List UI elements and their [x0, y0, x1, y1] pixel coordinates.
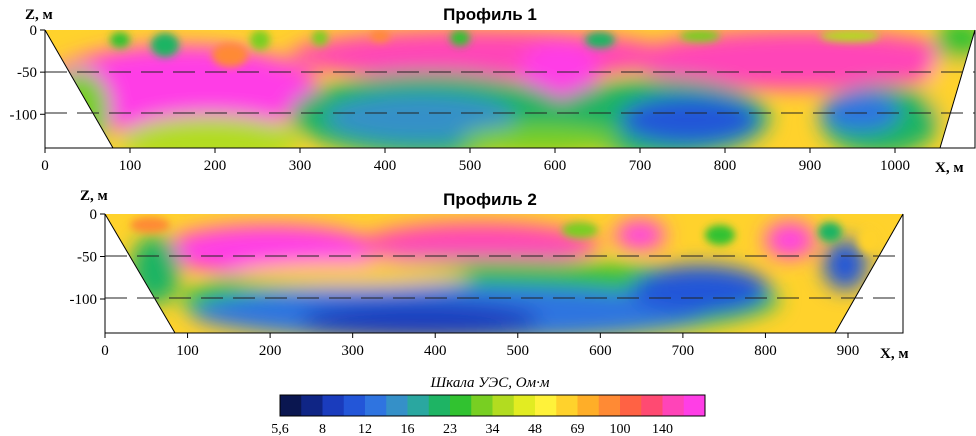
profile-1-section — [45, 30, 975, 148]
color-scale-swatch — [322, 395, 345, 416]
color-scale-swatch — [407, 395, 430, 416]
profile-2-xlabel: X, м — [880, 346, 909, 362]
color-scale-swatch — [535, 395, 557, 416]
profile-2-x-tick-label: 600 — [589, 343, 612, 359]
color-scale-tick-label: 48 — [528, 422, 542, 436]
profile-2-left-edge — [104, 213, 176, 334]
profile-2-dashed-levels — [105, 255, 903, 299]
profile-2-y-tick-label: 0 — [90, 207, 98, 223]
profile-1-ylabel: Z, м — [25, 7, 53, 23]
color-scale-swatch — [386, 395, 408, 416]
color-scale-tick-label: 12 — [358, 422, 372, 436]
profile-2-x-tick-label: 200 — [259, 343, 282, 359]
color-scale-swatch — [471, 395, 493, 416]
profile-1-y-tick-label: -50 — [17, 65, 37, 81]
profile-1-x-tick-label: 500 — [459, 158, 482, 174]
color-scale-swatch — [280, 395, 302, 416]
color-scale-tick-label: 69 — [571, 422, 585, 436]
profile-2-y-axis: 0 -50 -100 — [70, 207, 105, 308]
profile-2-x-tick-label: 300 — [341, 343, 364, 359]
profile-2-x-tick-label: 700 — [672, 343, 695, 359]
profile-2-y-tick-label: -100 — [70, 292, 98, 308]
color-scale-border — [279, 394, 706, 417]
color-scale-swatch — [343, 395, 366, 416]
profile-2-section — [105, 214, 903, 333]
profile-2-x-tick-label: 500 — [507, 343, 530, 359]
color-scale-swatch — [450, 395, 472, 416]
color-scale-tick-label: 5,6 — [271, 422, 289, 436]
profile-1-left-edge — [44, 29, 114, 149]
color-scale-tick-label: 23 — [443, 422, 457, 436]
profile-1-y-axis: 0 -50 -100 — [10, 23, 45, 123]
profile-1-y-tick-label: 0 — [30, 23, 38, 39]
profile-2-y-tick-label: -50 — [77, 250, 97, 266]
profile-1-x-tick-label: 600 — [544, 158, 567, 174]
color-scale-swatch — [598, 395, 621, 416]
color-scale-swatch — [662, 395, 685, 416]
profile-1: Профиль 1 Z, м X, м — [10, 5, 976, 176]
color-scale-title: Шкала УЭС, Ом·м — [430, 375, 550, 391]
color-scale-swatches — [279, 394, 706, 417]
profile-2-x-tick-label: 800 — [754, 343, 777, 359]
profile-2-ylabel: Z, м — [80, 188, 108, 204]
color-scale-swatch — [428, 395, 451, 416]
profile-1-x-tick-label: 900 — [799, 158, 822, 174]
color-scale: Шкала УЭС, Ом·м 5,6 8 12 16 23 34 48 69 100 140 — [271, 375, 706, 436]
color-scale-tick-label: 34 — [486, 422, 500, 436]
color-scale-swatch — [365, 395, 387, 416]
profile-1-x-tick-label: 0 — [41, 158, 49, 174]
profile-1-dashed-levels — [45, 71, 975, 114]
profile-1-x-axis: 0 100 200 300 400 500 600 700 800 900 1000 — [41, 148, 910, 174]
profile-2-title: Профиль 2 — [443, 190, 537, 209]
profile-2-x-axis: 0 100 200 300 400 500 600 700 800 900 — [101, 333, 859, 359]
profile-2-x-tick-label: 0 — [101, 343, 109, 359]
profile-1-x-tick-label: 800 — [714, 158, 737, 174]
color-scale-swatch — [556, 395, 578, 416]
profile-1-frame — [44, 30, 976, 149]
color-scale-swatch — [513, 395, 536, 416]
profile-1-title: Профиль 1 — [443, 5, 537, 24]
color-scale-tick-label: 8 — [319, 422, 326, 436]
profile-1-x-tick-label: 300 — [289, 158, 312, 174]
profile-1-x-tick-label: 400 — [374, 158, 397, 174]
profile-1-x-tick-label: 200 — [204, 158, 227, 174]
color-scale-swatch — [683, 395, 706, 416]
color-scale-swatch — [641, 395, 663, 416]
profile-1-xlabel: X, м — [935, 160, 964, 176]
profile-1-x-tick-label: 1000 — [880, 158, 910, 174]
color-scale-swatch — [492, 395, 515, 416]
profile-2-x-tick-label: 400 — [424, 343, 447, 359]
color-scale-labels: 5,6 8 12 16 23 34 48 69 100 140 — [271, 422, 673, 436]
profile-2-frame — [104, 214, 904, 334]
color-scale-swatch — [577, 395, 600, 416]
profile-2-right-edge — [834, 213, 904, 334]
color-scale-swatch — [620, 395, 642, 416]
profile-2: Профиль 2 Z, м X, м — [70, 188, 909, 362]
profile-1-x-tick-label: 100 — [119, 158, 142, 174]
color-scale-tick-label: 100 — [610, 422, 631, 436]
profile-1-x-tick-label: 700 — [629, 158, 652, 174]
profile-1-right-edge — [939, 29, 976, 149]
profile-2-x-tick-label: 100 — [176, 343, 199, 359]
profile-1-y-tick-label: -100 — [10, 107, 38, 123]
color-scale-swatch — [301, 395, 323, 416]
color-scale-tick-label: 140 — [652, 422, 673, 436]
profile-2-x-tick-label: 900 — [837, 343, 860, 359]
color-scale-tick-label: 16 — [401, 422, 415, 436]
